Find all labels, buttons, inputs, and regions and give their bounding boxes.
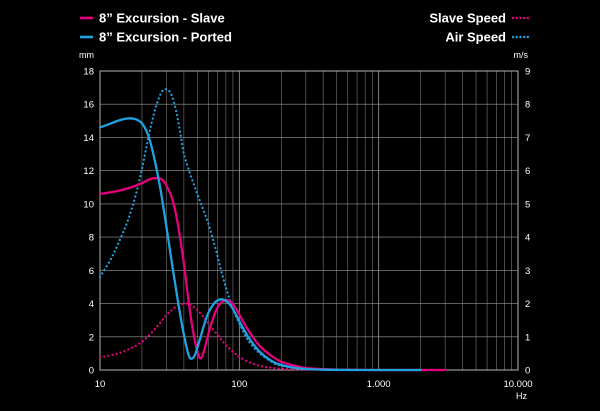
left-axis-tick-label: 0 (89, 366, 94, 377)
left-axis-tick-label: 14 (83, 133, 94, 144)
left-axis-tick-label: 8 (89, 233, 94, 244)
series-line-8-excursion-ported (98, 117, 422, 372)
legend-label-8-excursion-slave: 8” Excursion - Slave (99, 11, 225, 26)
legend-label-8-excursion-ported: 8” Excursion - Ported (99, 30, 232, 45)
right-axis-tick-label: 3 (525, 266, 530, 277)
series-line-slave-speed (98, 302, 447, 372)
right-axis-tick-label: 7 (525, 133, 530, 144)
right-axis-tick-label: 0 (525, 366, 530, 377)
series-lines (98, 88, 447, 372)
right-axis-tick-label: 4 (525, 233, 530, 244)
left-axis-tick-label: 10 (83, 199, 94, 210)
x-axis-tick-label: 10 (95, 379, 106, 390)
x-axis-unit: Hz (516, 391, 527, 401)
legend-label-air-speed: Air Speed (445, 30, 506, 45)
x-axis-tick-label: 100 (231, 379, 247, 390)
legend: 8” Excursion - Slave 8” Excursion - Porte… (80, 11, 530, 45)
right-axis-unit: m/s (514, 50, 529, 60)
left-axis-tick-label: 12 (83, 166, 94, 177)
legend-label-slave-speed: Slave Speed (429, 11, 506, 26)
right-axis-tick-label: 6 (525, 166, 530, 177)
right-axis-tick-label: 1 (525, 332, 530, 343)
right-axis-tick-label: 9 (525, 67, 530, 78)
left-axis-unit: mm (79, 50, 94, 60)
left-axis-tick-label: 16 (83, 100, 94, 111)
right-axis-tick-label: 5 (525, 199, 530, 210)
left-axis-tick-label: 18 (83, 67, 94, 78)
right-axis-tick-label: 2 (525, 299, 530, 310)
right-axis-tick-label: 8 (525, 100, 530, 111)
left-axis-tick-label: 4 (89, 299, 94, 310)
left-axis-tick-label: 6 (89, 266, 94, 277)
x-axis-tick-label: 1.000 (367, 379, 391, 390)
x-axis-tick-label: 10.000 (503, 379, 532, 390)
left-axis-tick-label: 2 (89, 332, 94, 343)
